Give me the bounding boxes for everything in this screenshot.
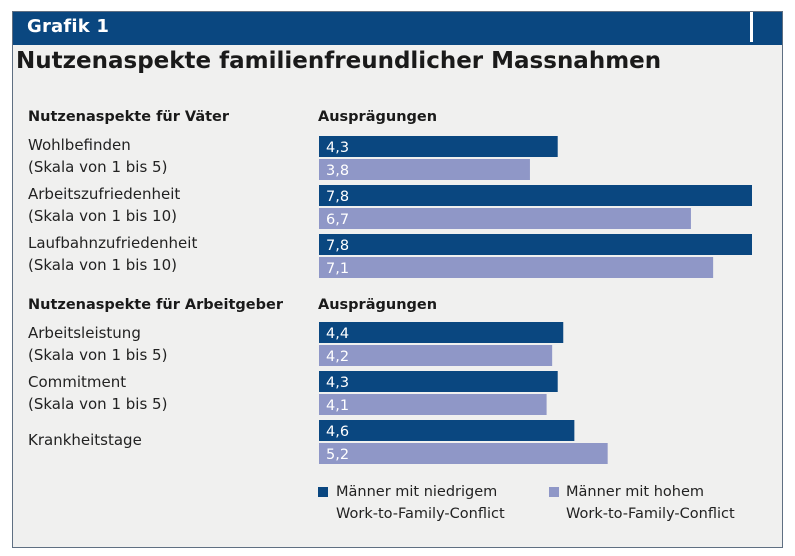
row-label-wohlbefinden: Wohlbefinden (Skala von 1 bis 5) [28,134,167,178]
section-heading-fathers: Nutzenaspekte für Väter [28,109,230,125]
legend-line1: Männer mit hohem [566,484,705,500]
bar-value-label: 6,7 [326,212,349,228]
bar-s1-r1-series1 [319,394,547,415]
bar-value-label: 7,8 [326,189,349,205]
row-label-text: Wohlbefinden [28,136,131,154]
row-label-laufbahnzufriedenheit: Laufbahnzufriedenheit (Skala von 1 bis 1… [28,232,197,276]
bar-s0-r2-series0 [319,234,752,255]
section-value-heading-fathers: Ausprägungen [318,109,438,125]
header-divider [750,12,753,42]
row-label-text: Krankheitstage [28,431,142,449]
row-label-arbeitsleistung: Arbeitsleistung (Skala von 1 bis 5) [28,322,167,366]
bar-value-label: 3,8 [326,163,349,179]
row-label-arbeitszufriedenheit: Arbeitszufriedenheit (Skala von 1 bis 10… [28,183,180,227]
legend-item-high: Männer mit hohem Work-to-Family-Conflict [566,481,735,525]
bar-s0-r2-series1 [319,257,714,278]
legend-line1: Männer mit niedrigem [336,484,498,500]
figure-label: Grafik 1 [27,16,110,37]
row-label-text: Laufbahnzufriedenheit [28,234,198,252]
bar-s1-r0-series1 [319,345,553,366]
row-sublabel-text: (Skala von 1 bis 5) [28,158,168,176]
bar-value-label: 4,3 [326,140,349,156]
legend-swatch-high [549,487,559,497]
bar-s1-r2-series0 [319,420,575,441]
chart-title: Nutzenaspekte familienfreundlicher Massn… [16,48,662,74]
bar-s0-r1-series1 [319,208,691,229]
bar-s1-r2-series1 [319,443,608,464]
legend-swatch-low [318,487,328,497]
row-sublabel-text: (Skala von 1 bis 5) [28,395,168,413]
row-label-text: Arbeitszufriedenheit [28,185,181,203]
bar-value-label: 4,2 [326,349,349,365]
row-sublabel-text: (Skala von 1 bis 5) [28,346,168,364]
bar-s0-r0-series1 [319,159,530,180]
row-sublabel-text: (Skala von 1 bis 10) [28,256,177,274]
bar-value-label: 4,1 [326,398,349,414]
bar-value-label: 5,2 [326,447,349,463]
bar-s0-r0-series0 [319,136,558,157]
row-label-commitment: Commitment (Skala von 1 bis 5) [28,371,167,415]
row-label-text: Commitment [28,373,127,391]
section-heading-employers: Nutzenaspekte für Arbeitgeber [28,297,283,313]
legend-line2: Work-to-Family-Conflict [336,506,505,522]
bar-s0-r1-series0 [319,185,752,206]
bar-value-label: 7,8 [326,238,349,254]
header-bar: Grafik 1 [13,12,782,45]
row-sublabel-text: (Skala von 1 bis 10) [28,207,177,225]
section-value-heading-employers: Ausprägungen [318,297,438,313]
bar-value-label: 4,6 [326,424,349,440]
legend-item-low: Männer mit niedrigem Work-to-Family-Conf… [336,481,505,525]
bar-value-label: 4,3 [326,375,349,391]
bar-s1-r1-series0 [319,371,558,392]
bar-s1-r0-series0 [319,322,564,343]
bar-value-label: 4,4 [326,326,349,342]
row-label-krankheitstage: Krankheitstage [28,429,142,451]
legend-line2: Work-to-Family-Conflict [566,506,735,522]
row-label-text: Arbeitsleistung [28,324,141,342]
bar-value-label: 7,1 [326,261,349,277]
